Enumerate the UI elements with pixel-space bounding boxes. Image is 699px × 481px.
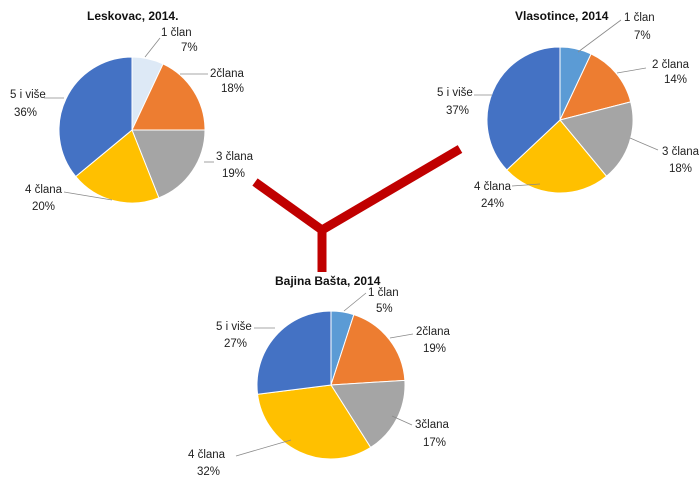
slice-value-1-clan: 5%	[376, 303, 393, 315]
slice-value-1-clan: 7%	[634, 30, 651, 42]
slice-value-5-i-vise: 37%	[446, 105, 469, 117]
slice-value-3-clana: 19%	[222, 168, 245, 180]
slice-name-5-i-vise: 5 i više	[437, 87, 473, 99]
slice-value-2-clana: 19%	[423, 343, 446, 355]
leader-line	[577, 19, 622, 53]
chart-title: Bajina Bašta, 2014	[275, 274, 381, 288]
slice-value-2-clana: 18%	[221, 83, 244, 95]
pie-slices	[486, 46, 634, 194]
pie-slice-3-clana	[131, 129, 206, 199]
pie-slice-5-i-vise	[256, 310, 332, 395]
slice-value-4-clana: 24%	[481, 198, 504, 210]
slice-name-2-clana: 2 člana	[652, 59, 690, 71]
slice-name-1-clan: 1 član	[368, 287, 399, 299]
pie-slice-4-clana	[257, 384, 372, 460]
slice-name-1-clan: 1 član	[161, 27, 192, 39]
chart-title: Leskovac, 2014.	[87, 9, 178, 23]
slice-name-3-clana: 3 člana	[216, 151, 254, 163]
pie-slice-4-clana	[75, 129, 160, 204]
leader-line	[511, 183, 541, 187]
slice-name-4-clana: 4 člana	[188, 449, 226, 461]
pie-slice-2-clana	[559, 53, 632, 121]
slice-name-4-clana: 4 člana	[25, 184, 63, 196]
leader-line	[343, 292, 367, 312]
slice-value-1-clan: 7%	[181, 42, 198, 54]
pie-slice-5-i-vise	[486, 46, 561, 171]
slice-labels: 1 član 7% 2člana 18% 3 člana 19% 4 člana…	[10, 27, 254, 213]
slice-value-4-clana: 32%	[197, 466, 220, 478]
leader-line	[629, 137, 659, 151]
slice-name-2-clana: 2člana	[416, 326, 450, 338]
pie-slice-3-clana	[559, 101, 634, 177]
leader-line	[235, 439, 292, 457]
leader-line	[391, 415, 413, 426]
slice-value-5-i-vise: 36%	[14, 107, 37, 119]
pie-chart-leskovac: Leskovac, 2014. 1 član 7% 2člana 18% 3 č…	[10, 9, 254, 213]
slice-value-5-i-vise: 27%	[224, 338, 247, 350]
slice-name-5-i-vise: 5 i više	[216, 321, 252, 333]
slice-name-2-clana: 2člana	[210, 68, 244, 80]
slice-name-1-clan: 1 član	[624, 12, 655, 24]
pie-slices	[58, 56, 206, 204]
pie-slice-5-i-vise	[58, 56, 133, 178]
slice-value-3-clana: 17%	[423, 437, 446, 449]
slice-name-3-clana: 3člana	[415, 419, 449, 431]
slice-labels: 1 član 7% 2 člana 14% 3 člana 18% 4 član…	[437, 12, 699, 210]
leader-line	[63, 191, 113, 201]
pie-slice-2clana	[330, 313, 406, 386]
slice-value-4-clana: 20%	[32, 201, 55, 213]
slice-value-3-clana: 18%	[669, 163, 692, 175]
slice-name-5-i-vise: 5 i više	[10, 89, 46, 101]
pie-slice-2clana	[131, 63, 206, 131]
pie-chart-bajina-basta: Bajina Bašta, 2014 1 član 5% 2člana 19% …	[188, 274, 450, 478]
pie-chart-vlasotince: Vlasotince, 2014 1 član 7% 2 člana 14% 3…	[437, 9, 699, 210]
leader-line	[616, 67, 647, 74]
pie-slice-4-clana	[506, 119, 608, 194]
pie-slices	[256, 310, 406, 460]
slice-value-2-clana: 14%	[664, 74, 687, 86]
chart-title: Vlasotince, 2014	[515, 9, 609, 23]
slice-labels: 1 član 5% 2člana 19% 3člana 17% 4 člana …	[188, 287, 450, 478]
slice-name-3-clana: 3 člana	[662, 146, 699, 158]
y-connector	[252, 145, 463, 272]
slice-name-4-clana: 4 člana	[474, 181, 512, 193]
connector-right-arm	[319, 145, 463, 234]
leader-line	[389, 333, 414, 339]
connector-left-arm	[252, 178, 325, 234]
leader-line	[144, 37, 161, 58]
